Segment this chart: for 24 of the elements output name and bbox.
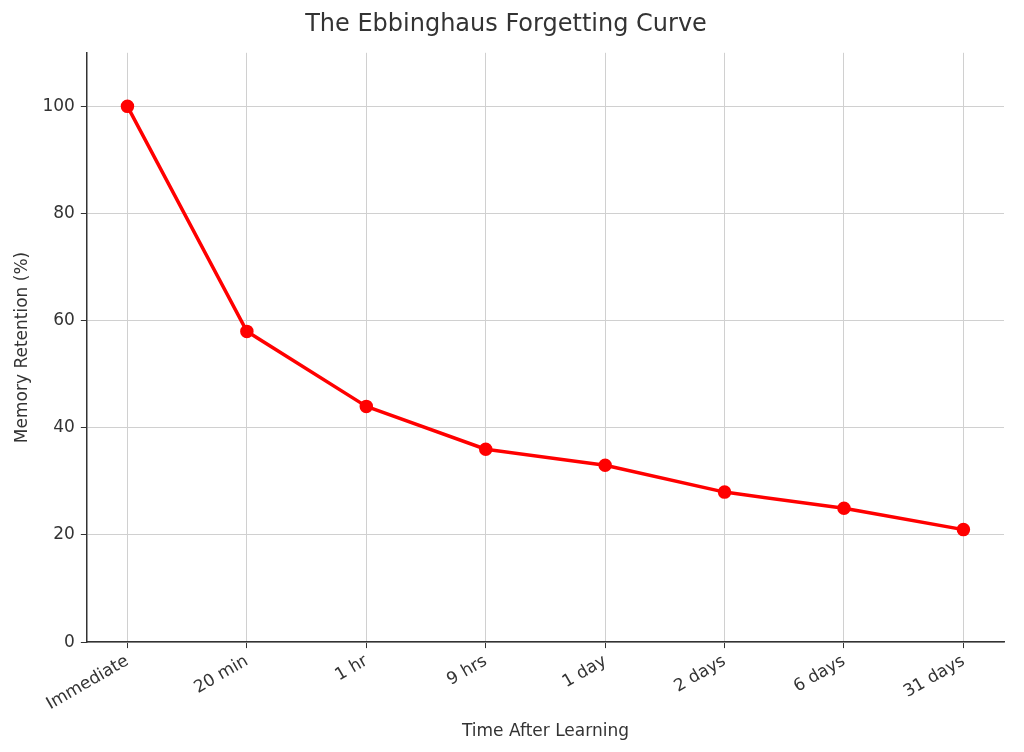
point <box>837 501 851 515</box>
x-tick-label: 2 days <box>670 649 729 696</box>
y-tick-label: 20 <box>53 523 75 544</box>
y-tick-label: 100 <box>42 94 75 115</box>
x-tick-label: 9 hrs <box>442 649 491 689</box>
point <box>120 99 135 114</box>
y-tick-label: 80 <box>53 201 75 222</box>
y-tick-label: 0 <box>64 630 75 651</box>
x-tick-label: 1 day <box>558 649 610 691</box>
y-axis-title: Memory Retention (%) <box>10 251 31 444</box>
x-tick-label: 1 hr <box>331 649 371 685</box>
point <box>956 522 971 537</box>
point <box>598 458 612 473</box>
point <box>717 485 732 499</box>
x-axis-title: Time After Learning <box>460 720 629 741</box>
point <box>359 399 374 414</box>
x-tick-label: 31 days <box>899 649 968 701</box>
x-tick-label: 20 min <box>189 649 252 697</box>
point <box>478 442 493 456</box>
chart-title: The Ebbinghaus Forgetting Curve <box>304 8 707 37</box>
y-tick-label: 40 <box>53 416 75 437</box>
y-tick-label: 60 <box>53 309 75 330</box>
point <box>240 324 254 339</box>
x-tick-label: 6 days <box>789 649 849 696</box>
